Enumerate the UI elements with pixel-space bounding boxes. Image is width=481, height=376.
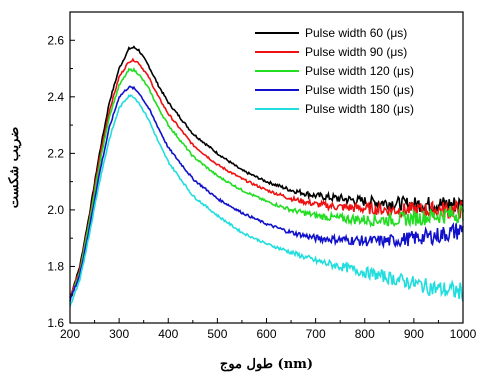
y-tick-label: 1.8	[47, 259, 64, 273]
x-tick-label: 600	[256, 327, 276, 341]
series-line-1	[69, 45, 464, 298]
legend: Pulse width 60 (μs) Pulse width 90 (μs) Pu…	[255, 26, 414, 116]
y-tick-label: 2.0	[47, 203, 64, 217]
x-tick-label: 400	[158, 327, 178, 341]
x-axis-title: طول موج (nm)	[220, 357, 313, 372]
x-tick-label: 500	[207, 327, 227, 341]
y-tick-label: 2.6	[47, 33, 64, 47]
y-axis-ticks: 1.6 1.8 2.0 2.2 2.4 2.6	[47, 33, 75, 330]
y-tick-label: 2.2	[47, 146, 64, 160]
x-tick-label: 200	[60, 327, 80, 341]
series-line-3	[69, 67, 464, 301]
series-line-4	[69, 85, 464, 302]
legend-label-5: Pulse width 180 (μs)	[305, 102, 414, 116]
x-tick-label: 900	[404, 327, 424, 341]
y-axis-title: ضریب شکست	[7, 127, 22, 209]
legend-label-4: Pulse width 150 (μs)	[305, 83, 414, 97]
legend-label-1: Pulse width 60 (μs)	[305, 26, 407, 40]
series-lines	[69, 45, 464, 307]
legend-label-2: Pulse width 90 (μs)	[305, 45, 407, 59]
x-tick-label: 700	[306, 327, 326, 341]
y-tick-label: 1.6	[47, 316, 64, 330]
legend-label-3: Pulse width 120 (μs)	[305, 64, 414, 78]
x-tick-label: 800	[355, 327, 375, 341]
y-tick-label: 2.4	[47, 90, 64, 104]
series-line-5	[69, 94, 464, 307]
x-tick-label: 1000	[450, 327, 477, 341]
x-axis-ticks: 200 300 400 500 600 700 800 900 1000	[60, 318, 477, 341]
series-line-2	[69, 57, 464, 298]
x-tick-label: 300	[109, 327, 129, 341]
